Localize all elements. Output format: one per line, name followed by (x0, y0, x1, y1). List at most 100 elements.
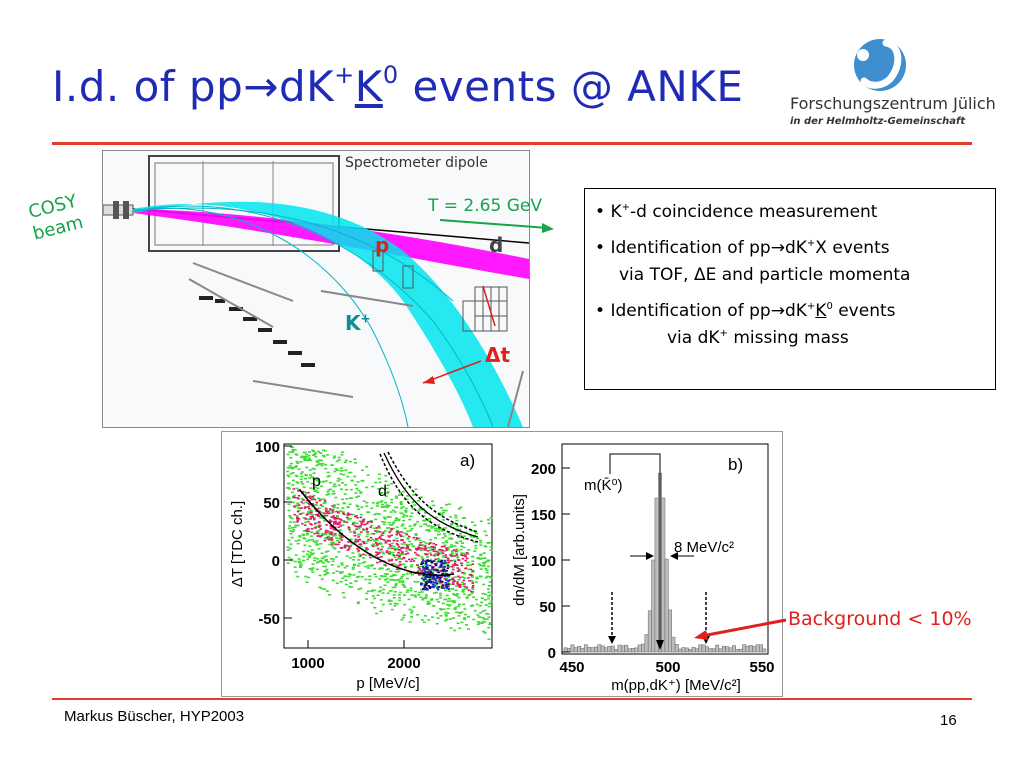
scatter-point (441, 541, 445, 544)
scatter-point (296, 482, 300, 484)
scatter-point (435, 580, 439, 583)
scatter-point (487, 519, 491, 521)
scatter-point (356, 547, 359, 550)
scatter-point (289, 472, 293, 475)
scatter-point (328, 543, 332, 546)
scatter-point (335, 582, 339, 585)
scatter-point (406, 537, 410, 539)
scatter-point (331, 526, 335, 529)
scatter-point (422, 567, 425, 569)
scatter-point (395, 530, 399, 533)
scatter-point (348, 528, 351, 531)
scatter-point (441, 527, 445, 530)
scatter-point (346, 512, 350, 515)
scatter-point (390, 501, 394, 504)
scatter-point (306, 576, 310, 579)
scatter-point (399, 563, 402, 566)
scatter-point (332, 504, 336, 506)
scatter-point (387, 600, 391, 603)
info-box: • K+-d coincidence measurement • Identif… (584, 188, 996, 390)
scatter-point (487, 565, 491, 568)
scatter-point (346, 517, 350, 520)
scatter-point (441, 519, 445, 521)
histogram-bar (735, 649, 740, 653)
fz-juelich-logo (854, 39, 906, 91)
scatter-point (326, 510, 330, 513)
scatter-point (369, 520, 372, 523)
scatter-point (429, 549, 433, 551)
scatter-point (445, 594, 449, 597)
scatter-point (317, 463, 321, 466)
scatter-point (391, 509, 395, 512)
scatter-point (346, 545, 349, 547)
scatter-point (444, 619, 448, 622)
scatter-point (312, 494, 316, 497)
scatter-point (310, 531, 314, 533)
scatter-point (315, 510, 318, 512)
scatter-point (437, 559, 441, 562)
scatter-point (390, 608, 394, 611)
scatter-point (413, 557, 417, 560)
scatter-point (324, 480, 328, 482)
scatter-point (359, 513, 363, 516)
scatter-point (338, 510, 342, 512)
scatter-point (444, 584, 447, 586)
scatter-point (349, 531, 353, 533)
scatter-point (448, 503, 452, 505)
scatter-point (480, 622, 484, 624)
scatter-point (369, 539, 373, 542)
scatter-point (286, 498, 290, 501)
scatter-point (352, 574, 356, 576)
scatter-point (392, 596, 396, 599)
scatter-point (309, 513, 313, 515)
scatter-point (294, 453, 298, 455)
scatter-point (462, 554, 465, 557)
scatter-point (312, 497, 316, 500)
scatter-point (333, 534, 337, 537)
scatter-point (308, 496, 312, 498)
scatter-point (406, 538, 410, 540)
scatter-point (410, 564, 414, 566)
scatter-point (305, 506, 309, 508)
scatter-point (472, 536, 476, 538)
scatter-point (332, 517, 336, 519)
scatter-point (432, 504, 436, 507)
scatter-point (309, 459, 313, 462)
scatter-point (351, 552, 355, 554)
scatter-point (308, 567, 312, 570)
scatter-point (349, 488, 353, 491)
histogram-bar (725, 646, 730, 653)
scatter-point (355, 504, 359, 507)
scatter-point (447, 561, 450, 563)
histogram-bar (634, 647, 639, 653)
scatter-point (315, 514, 318, 516)
scatter-point (313, 557, 317, 559)
scatter-point (388, 599, 392, 602)
scatter-point (296, 502, 300, 504)
scatter-point (332, 546, 336, 549)
scatter-point (368, 578, 372, 581)
scatter-point (458, 576, 462, 579)
scatter-point (380, 492, 384, 494)
scatter-point (460, 545, 464, 548)
scatter-point (444, 611, 448, 614)
scatter-point (446, 567, 450, 570)
scatter-point (353, 541, 357, 544)
scatter-point (438, 578, 442, 580)
scatter-point (425, 529, 429, 532)
scatter-point (300, 455, 304, 458)
scatter-point (467, 628, 471, 630)
scatter-point (383, 517, 387, 520)
scatter-point (411, 501, 415, 504)
scatter-point (374, 538, 378, 540)
histogram-bar (738, 648, 743, 653)
scatter-point (341, 511, 345, 514)
scatter-point (337, 484, 341, 487)
scatter-point (370, 521, 374, 523)
scatter-point (299, 472, 303, 475)
scatter-point (288, 516, 292, 519)
scatter-point (393, 604, 397, 607)
scatter-point (316, 508, 319, 510)
scatter-point (313, 559, 317, 562)
scatter-point (443, 575, 447, 578)
